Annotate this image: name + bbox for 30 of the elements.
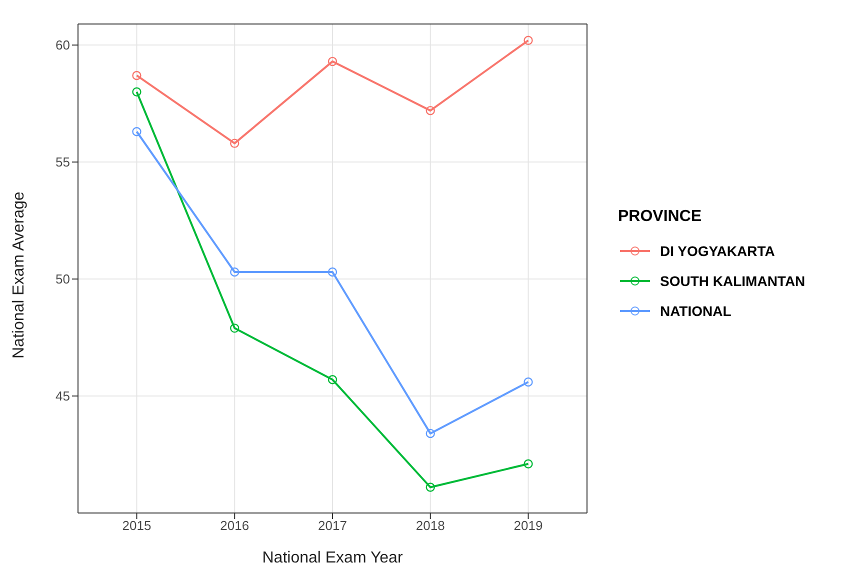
point <box>132 87 142 96</box>
point <box>328 267 338 277</box>
x-axis-title: National Exam Year <box>262 549 404 566</box>
legend-label: DI YOGYAKARTA <box>660 243 775 259</box>
point <box>132 127 142 136</box>
point <box>426 428 435 438</box>
y-tick-label: 50 <box>56 272 70 287</box>
point <box>524 459 533 468</box>
point <box>328 375 338 384</box>
y-axis-title: National Exam Average <box>10 191 28 358</box>
x-tick-label: 2018 <box>416 518 445 534</box>
point <box>328 56 338 66</box>
legend-title: PROVINCE <box>618 208 703 226</box>
point <box>524 36 533 45</box>
point <box>230 267 240 277</box>
x-tick-label: 2016 <box>220 518 250 534</box>
legend-label: NATIONAL <box>660 303 732 319</box>
y-tick-label: 45 <box>56 388 70 404</box>
point <box>426 106 435 116</box>
point <box>426 482 435 492</box>
x-tick-label: 2019 <box>514 518 543 534</box>
point <box>230 138 240 148</box>
point <box>230 324 240 333</box>
y-tick-label: 60 <box>56 38 70 53</box>
point <box>132 70 142 80</box>
x-tick-label: 2015 <box>122 518 152 534</box>
point <box>524 377 533 387</box>
legend-label: SOUTH KALIMANTAN <box>660 273 806 289</box>
x-tick-label: 2017 <box>318 518 347 534</box>
y-tick-label: 55 <box>56 154 70 170</box>
